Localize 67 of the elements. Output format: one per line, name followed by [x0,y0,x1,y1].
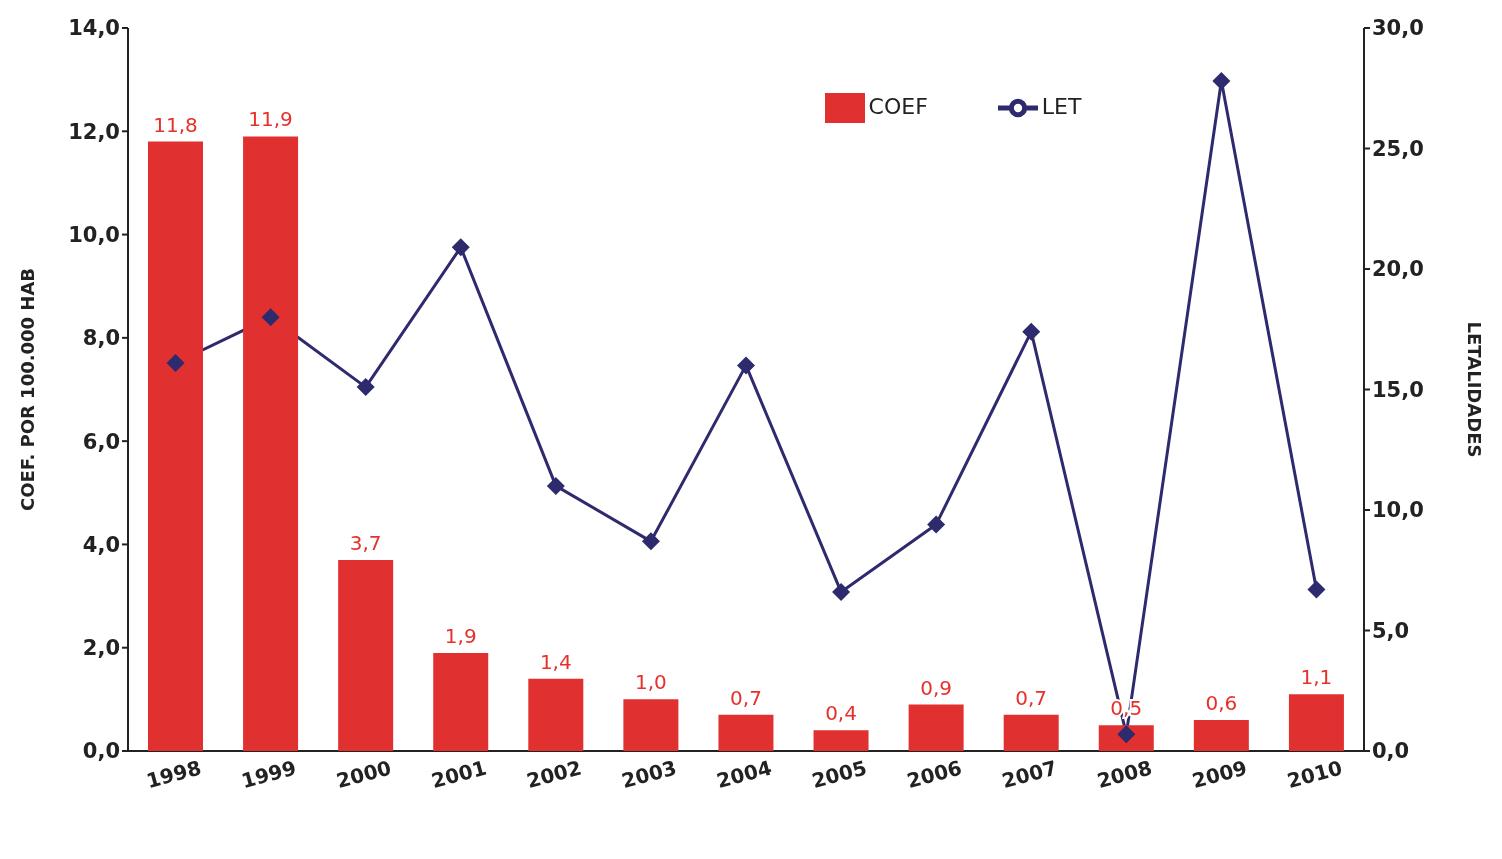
bar [813,730,869,751]
point [832,582,851,601]
x-tick-label: 2000 [333,755,394,794]
y-tick-label: 8,0 [82,326,120,351]
point [737,356,755,375]
bar [908,704,964,751]
data-label: 1,0 [634,670,667,695]
data-label: 0,7 [730,685,762,710]
bar [338,559,394,751]
legend-label: COEF [868,94,928,119]
y2-tick-label: 15,0 [1372,377,1424,402]
bar [1193,720,1249,751]
point [356,378,375,397]
data-label: 0,9 [920,675,953,700]
data-label: 11,9 [248,107,293,132]
data-label: 0,6 [1205,691,1238,716]
data-label: 1,1 [1300,665,1333,690]
y-tick-label: 2,0 [82,636,120,661]
y2-tick-label: 25,0 [1372,136,1424,161]
legend-label: LET [1041,94,1082,119]
point [546,476,565,495]
bar [148,141,203,751]
point [166,353,185,372]
x-tick-label: 1999 [238,755,299,794]
x-tick-label: 2009 [1189,755,1250,794]
bar [1288,694,1344,751]
data-label: 3,7 [349,530,382,555]
y-tick-label: 0,0 [82,739,120,764]
bar [243,136,299,751]
point [927,515,946,534]
x-tick-label: 2002 [524,755,585,794]
x-tick-label: 2006 [904,755,965,794]
y2-tick-label: 30,0 [1372,16,1424,41]
x-tick-label: 2001 [428,755,489,794]
data-label: 0,7 [1015,685,1048,710]
x-tick-label: 1998 [143,755,204,794]
x-tick-label: 2007 [999,755,1060,794]
point [1022,322,1041,341]
y-tick-label: 10,0 [68,223,120,248]
y2-tick-label: 10,0 [1372,498,1424,523]
data-label: 1,4 [539,649,572,674]
bar [1003,714,1059,751]
bar [623,699,679,751]
y2-tick-label: 0,0 [1372,739,1410,764]
bar [528,678,584,751]
data-label: 0,4 [825,701,857,726]
point [261,308,280,327]
point [451,238,470,257]
x-tick-label: 2010 [1284,755,1345,794]
bar [433,652,489,751]
y-tick-label: 14,0 [68,16,120,41]
data-label: 11,8 [153,112,198,137]
x-tick-label: 2003 [619,755,680,794]
point [1307,580,1326,599]
point [641,532,660,551]
x-tick-label: 2005 [809,755,870,794]
x-tick-label: 2008 [1094,755,1155,794]
y-tick-label: 12,0 [68,119,120,144]
y2-tick-label: 5,0 [1372,618,1410,643]
data-label: 1,9 [444,623,477,648]
bar [718,714,774,751]
y2-axis-title: LETALIDADES [1463,321,1485,458]
y-axis-title: COEF. POR 100.000 HAB [17,267,39,512]
y-tick-label: 6,0 [82,429,120,454]
x-tick-label: 2004 [714,755,775,794]
y-tick-label: 4,0 [82,532,120,557]
y2-tick-label: 20,0 [1372,257,1424,282]
